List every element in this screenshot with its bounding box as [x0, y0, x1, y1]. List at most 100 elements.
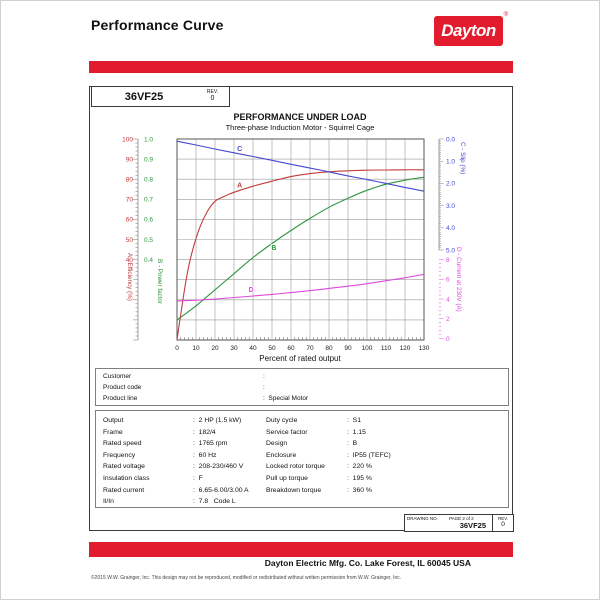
power-factor-tick-label: 1.0 [144, 136, 153, 143]
customer-row-value: : Special Motor [263, 395, 309, 402]
drawing-rev-label: REV. [497, 516, 509, 521]
power-factor-tick-label: 0.5 [144, 237, 153, 244]
x-tick-label: 0 [175, 345, 179, 352]
spec-row: Output: 2 HP (1.5 kW) [103, 415, 249, 427]
x-tick-label: 90 [344, 345, 352, 352]
efficiency-tick-label: 40 [126, 257, 134, 264]
current-tick-label: 2 [446, 316, 450, 323]
spec-row-label: Locked rotor torque [266, 463, 325, 471]
spec-row: Pull up torque : 195 % [266, 473, 391, 485]
customer-row: Product line: Special Motor [96, 393, 508, 404]
power-factor-axis-title: B - Power factor [156, 259, 163, 304]
spec-row-value: : 1765 rpm [193, 440, 228, 448]
x-tick-label: 50 [268, 345, 276, 352]
spec-table-right-column: Duty cycle: S1 Service factor: 1.15 Design… [266, 415, 391, 496]
revision-cell: REV. 0 [196, 86, 230, 107]
customer-row: Customer: [96, 371, 508, 382]
chart-subtitle: Three-phase Induction Motor - Squirrel C… [226, 123, 375, 132]
curve-label-C: C [237, 146, 242, 153]
revision-value: 0 [210, 95, 215, 102]
spec-row-label: Design [266, 440, 288, 448]
x-tick-label: 60 [287, 345, 295, 352]
company-address: Dayton Electric Mfg. Co. Lake Forest, IL… [264, 558, 471, 568]
header-rule [89, 61, 513, 73]
spec-row-value: : 195 % [347, 474, 372, 482]
registered-trademark-icon: ® [503, 12, 508, 18]
efficiency-tick-label: 70 [126, 197, 134, 204]
spec-row-label: Frame [103, 428, 123, 436]
current-tick-label: 0 [446, 336, 450, 343]
efficiency-tick-label: 90 [126, 156, 134, 163]
efficiency-tick-label: 50 [126, 237, 134, 244]
slip-tick-label: 1.0 [446, 159, 455, 166]
x-tick-label: 70 [306, 345, 314, 352]
spec-row-label: Rated voltage [103, 463, 145, 471]
spec-row-label: Enclosure [266, 451, 297, 459]
spec-row: Design: B [266, 438, 391, 450]
spec-row: Service factor: 1.15 [266, 427, 391, 439]
curve-label-D: D [249, 287, 254, 294]
spec-row-label: Output [103, 417, 124, 424]
efficiency-tick-label: 100 [122, 136, 133, 143]
x-tick-label: 40 [249, 345, 257, 352]
spec-row-label: Rated speed [103, 440, 142, 448]
curve-D [176, 273, 425, 302]
efficiency-axis-title: A - Efficiency (%) [126, 253, 133, 301]
drawing-rev-value: 0 [501, 521, 505, 528]
spec-row-value: : 60 Hz [193, 451, 217, 459]
spec-row-label: Rated current [103, 486, 145, 494]
spec-row-label: Service factor [266, 428, 308, 436]
current-tick-label: 8 [446, 257, 450, 264]
spec-row-value: : 360 % [347, 486, 372, 494]
spec-row: Locked rotor torque : 220 % [266, 461, 391, 473]
curve-label-B: B [271, 245, 276, 252]
slip-tick-label: 2.0 [446, 181, 455, 188]
document-frame: 36VF25 REV. 0 PERFORMANCE UNDER LOAD Thre… [89, 86, 514, 532]
revision-label: REV. [206, 89, 219, 95]
x-tick-label: 100 [362, 345, 373, 352]
current-axis-title: D - Current at 230V (A) [455, 247, 462, 312]
spec-row-value: : 208-230/460 V [193, 463, 244, 471]
drawing-number-block: DRAWING NO. PAGE 2 of 2 36VF25 REV. 0 [404, 514, 514, 532]
footer-rule [89, 542, 513, 557]
spec-row-label: Duty cycle [266, 417, 298, 424]
slip-tick-label: 0.0 [446, 136, 455, 143]
drawing-no-value: 36VF25 [459, 521, 486, 530]
drawing-rev-cell: REV. 0 [492, 515, 513, 531]
curve-C [176, 140, 425, 192]
slip-tick-label: 3.0 [446, 203, 455, 210]
dayton-logo-text: Dayton [441, 21, 496, 40]
copyright-line: ©2015 W.W. Grainger, Inc. This design ma… [91, 575, 402, 581]
x-tick-label: 30 [230, 345, 238, 352]
customer-row-label: Product code [103, 384, 142, 391]
curve-B [176, 176, 425, 321]
x-tick-label: 110 [381, 345, 392, 352]
power-factor-tick-label: 0.6 [144, 217, 153, 224]
x-tick-label: 130 [419, 345, 430, 352]
customer-row: Product code: [96, 382, 508, 393]
slip-tick-label: 5.0 [446, 247, 455, 254]
power-factor-tick-label: 0.4 [144, 257, 153, 264]
spec-row-label: Frequency [103, 451, 136, 459]
spec-row: Rated current: 6.65-6.00/3.00 A [103, 485, 249, 497]
x-tick-label: 120 [400, 345, 411, 352]
spec-row: Duty cycle: S1 [266, 415, 391, 427]
spec-row-value: : 182/4 [193, 428, 216, 436]
x-tick-label: 80 [325, 345, 333, 352]
spec-row-label: Breakdown torque [266, 486, 322, 494]
current-tick-label: 4 [446, 296, 450, 303]
spec-row: Rated voltage : 208-230/460 V [103, 461, 249, 473]
dayton-logo: Dayton ® [434, 12, 508, 46]
spec-row: Insulation class: F [103, 473, 249, 485]
curve-A [176, 169, 425, 341]
chart-title: PERFORMANCE UNDER LOAD [233, 112, 367, 122]
spec-row-label: Il/In [103, 498, 114, 506]
page-number-label: PAGE 2 of 2 [449, 516, 474, 521]
spec-row-label: Pull up torque [266, 474, 308, 482]
x-tick-label: 20 [211, 345, 219, 352]
page-title: Performance Curve [91, 17, 224, 33]
spec-row-value: : 220 % [347, 463, 372, 471]
customer-row-value: : [263, 384, 269, 391]
